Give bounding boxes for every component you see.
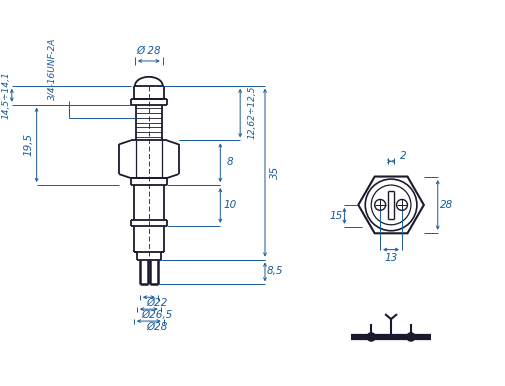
Text: 8: 8 — [227, 157, 233, 167]
Text: 13: 13 — [384, 252, 398, 262]
Text: Ø22: Ø22 — [146, 298, 168, 308]
Text: 14,5÷14,1: 14,5÷14,1 — [2, 71, 11, 119]
Text: 28: 28 — [440, 200, 453, 210]
Text: 8,5: 8,5 — [267, 266, 283, 276]
Text: Ø 28: Ø 28 — [136, 46, 161, 56]
Text: 10: 10 — [224, 200, 237, 210]
Text: 3/4-16UNF-2A: 3/4-16UNF-2A — [47, 38, 56, 100]
Text: 19,5: 19,5 — [24, 133, 34, 156]
Text: 2: 2 — [399, 151, 407, 161]
Text: Ø28: Ø28 — [146, 322, 168, 332]
Text: 12,62÷12,5: 12,62÷12,5 — [247, 86, 257, 139]
Text: 35: 35 — [270, 166, 280, 179]
Text: Ø26,5: Ø26,5 — [141, 310, 172, 320]
Text: 15: 15 — [330, 211, 343, 221]
